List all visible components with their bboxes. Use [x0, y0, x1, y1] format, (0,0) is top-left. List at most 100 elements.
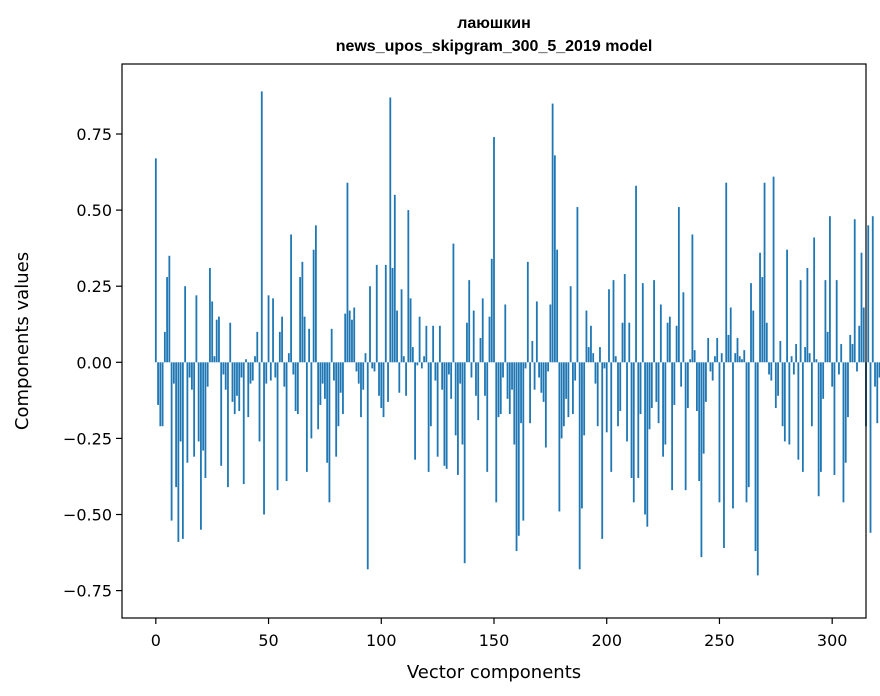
x-tick-label: 0 [151, 631, 161, 650]
bar-217 [644, 362, 646, 515]
bar-10 [177, 362, 180, 542]
bar-294 [817, 362, 820, 497]
bar-138 [466, 322, 468, 363]
bar-142 [475, 362, 477, 396]
bar-78 [330, 328, 333, 363]
bar-6 [168, 255, 171, 363]
bar-11 [179, 362, 182, 442]
bar-229 [671, 362, 674, 491]
bar-237 [689, 359, 692, 363]
bar-288 [804, 347, 807, 363]
bar-226 [664, 362, 667, 445]
bar-4 [163, 331, 166, 363]
bar-107 [396, 310, 398, 363]
bar-87 [351, 319, 353, 363]
bar-299 [829, 216, 831, 363]
bar-2 [159, 362, 162, 427]
bar-178 [556, 249, 559, 363]
bar-45 [256, 331, 259, 363]
bar-152 [497, 362, 500, 418]
x-tick-label: 100 [366, 631, 397, 650]
bar-14 [186, 362, 189, 463]
bar-64 [299, 277, 302, 363]
bar-134 [457, 362, 459, 475]
y-tick-label: 0.75 [76, 125, 112, 144]
bar-26 [213, 356, 216, 363]
bar-317 [869, 362, 872, 533]
bar-200 [605, 362, 608, 433]
bar-191 [585, 310, 588, 363]
bar-38 [240, 362, 243, 378]
y-tick-label: 0.00 [76, 353, 112, 372]
bar-241 [698, 362, 701, 482]
bar-60 [290, 234, 292, 363]
bar-244 [705, 362, 707, 402]
bar-103 [387, 362, 389, 402]
bar-203 [612, 280, 615, 363]
bar-184 [569, 286, 572, 363]
bar-165 [526, 261, 529, 363]
bar-195 [594, 362, 597, 384]
bar-319 [874, 362, 876, 387]
bar-22 [204, 362, 207, 478]
bar-29 [220, 362, 223, 466]
bar-57 [283, 362, 286, 387]
bar-267 [756, 362, 759, 576]
bar-162 [520, 362, 522, 424]
bar-311 [856, 362, 858, 372]
bar-239 [693, 350, 696, 363]
bar-39 [242, 362, 245, 485]
bar-46 [258, 362, 261, 442]
bar-264 [750, 283, 752, 363]
bar-135 [459, 362, 462, 384]
bar-148 [488, 316, 491, 363]
bar-293 [815, 359, 818, 363]
bar-192 [587, 347, 590, 363]
bar-41 [247, 362, 250, 418]
bar-287 [801, 362, 804, 472]
bar-190 [583, 362, 586, 436]
bar-70 [312, 249, 315, 363]
bar-318 [871, 216, 874, 363]
bar-143 [477, 362, 480, 421]
bar-221 [653, 280, 655, 363]
bar-95 [369, 286, 371, 363]
bar-33 [229, 322, 232, 363]
bar-36 [236, 362, 238, 396]
bar-204 [614, 356, 617, 363]
bar-182 [565, 362, 568, 399]
bar-3 [161, 362, 164, 427]
bar-214 [637, 362, 640, 478]
bar-298 [826, 331, 829, 363]
y-axis-label: Components values [12, 252, 33, 430]
bar-256 [732, 362, 734, 509]
bar-130 [448, 362, 450, 375]
bar-240 [696, 362, 698, 412]
bar-198 [601, 362, 604, 539]
bar-140 [470, 362, 473, 378]
bar-313 [860, 252, 863, 363]
bar-91 [360, 362, 362, 418]
bar-307 [847, 362, 849, 418]
bar-124 [434, 362, 437, 381]
bar-208 [623, 274, 626, 363]
bar-58 [285, 362, 288, 482]
bar-65 [301, 261, 304, 363]
bar-207 [621, 322, 624, 363]
bar-25 [211, 301, 214, 363]
x-tick-label: 250 [704, 631, 735, 650]
bar-180 [560, 362, 563, 439]
bar-175 [549, 304, 552, 363]
bar-290 [808, 353, 811, 363]
bar-163 [522, 362, 525, 521]
bar-120 [425, 325, 428, 363]
bar-59 [287, 353, 290, 363]
bar-188 [578, 362, 581, 570]
bar-303 [838, 362, 840, 375]
bar-69 [310, 362, 313, 439]
bar-85 [346, 182, 349, 363]
bar-106 [393, 194, 396, 363]
bar-75 [324, 362, 326, 399]
bar-145 [481, 298, 484, 363]
bar-278 [781, 362, 784, 427]
